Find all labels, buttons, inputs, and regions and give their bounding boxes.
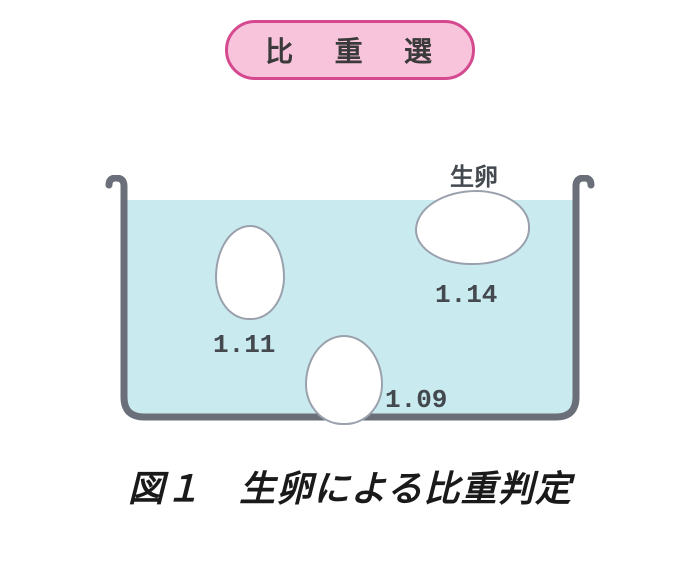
- title-badge: 比 重 選: [225, 20, 475, 80]
- title-badge-text: 比 重 選: [265, 30, 449, 70]
- egg-sink-value: 1.09: [385, 385, 447, 415]
- egg-float-value: 1.14: [435, 280, 497, 310]
- egg-float-annotation: 生卵: [450, 157, 498, 192]
- egg-sink: [305, 335, 383, 425]
- egg-mid-value: 1.11: [213, 330, 275, 360]
- beaker-diagram: 生卵 1.11 1.14 1.09: [105, 175, 595, 425]
- figure-caption: 図１ 生卵による比重判定: [0, 460, 700, 512]
- egg-float: [415, 190, 530, 265]
- egg-mid: [215, 225, 285, 320]
